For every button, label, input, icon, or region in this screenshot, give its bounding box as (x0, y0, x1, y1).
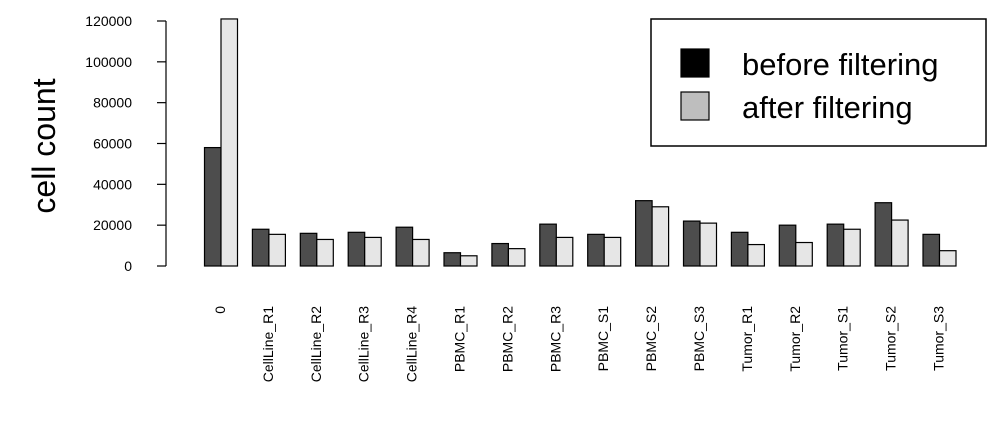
legend-label-before: before filtering (742, 47, 938, 82)
x-tick-label: Tumor_S2 (883, 306, 899, 371)
y-tick-label: 40000 (93, 176, 132, 192)
x-tick-label: PBMC_R2 (499, 306, 515, 372)
y-tick-label: 80000 (93, 95, 132, 111)
x-tick-label: CellLine_R1 (260, 306, 276, 382)
bar-after-Tumor_R1 (747, 243, 766, 267)
x-tick-label: CellLine_R2 (308, 306, 324, 382)
y-tick-label: 100000 (85, 54, 132, 70)
x-tick-label: Tumor_S3 (931, 306, 947, 371)
bar-after-CellLine_R2 (316, 238, 334, 267)
bar-after-Tumor_S1 (843, 228, 861, 267)
y-tick-label: 120000 (85, 13, 132, 29)
legend: before filtering after filtering (650, 18, 987, 147)
bar-after-PBMC_S3 (699, 222, 718, 267)
bar-after-PBMC_S2 (651, 206, 670, 267)
x-tick-label: Tumor_R1 (739, 306, 755, 372)
x-tick-label: CellLine_R4 (404, 306, 420, 382)
bar-before-PBMC_R1 (443, 252, 462, 267)
bar-after-Tumor_R2 (795, 241, 813, 267)
bar-before-Tumor_S2 (874, 202, 893, 267)
x-tick-label: Tumor_S1 (835, 306, 851, 371)
legend-box (650, 18, 987, 147)
bar-after-CellLine_R3 (364, 236, 382, 267)
bar-before-PBMC_S2 (634, 200, 653, 267)
x-tick-label: PBMC_S1 (595, 306, 611, 372)
bar-before-CellLine_R4 (395, 226, 414, 267)
bar-before-CellLine_R1 (251, 228, 270, 267)
y-axis-title: cell count (26, 78, 62, 213)
bar-before-PBMC_S1 (587, 233, 605, 267)
y-tick-label: 60000 (93, 136, 132, 152)
legend-swatch-before (680, 48, 710, 78)
legend-swatch-after (680, 91, 710, 121)
bar-before-Tumor_R2 (778, 224, 797, 267)
bar-before-CellLine_R3 (347, 231, 366, 267)
x-tick-label: PBMC_R1 (452, 306, 468, 372)
x-tick-label: 0 (212, 306, 228, 314)
bar-before-Tumor_S3 (922, 233, 941, 267)
bar-after-PBMC_R1 (459, 255, 478, 267)
bar-after-PBMC_S1 (603, 236, 622, 267)
bar-before-Tumor_R1 (730, 231, 749, 267)
y-tick-label: 20000 (93, 217, 132, 233)
x-tick-label: PBMC_S2 (643, 306, 659, 372)
bar-before-0 (203, 146, 222, 267)
bars (203, 18, 957, 267)
bar-after-CellLine_R1 (268, 233, 286, 267)
bar-after-PBMC_R2 (507, 248, 526, 267)
y-tick-label: 0 (124, 258, 132, 274)
x-tick-label: CellLine_R3 (356, 306, 372, 382)
x-tick-label: Tumor_R2 (787, 306, 803, 372)
bar-after-0 (220, 18, 239, 267)
bar-before-PBMC_S3 (682, 220, 701, 267)
bar-before-Tumor_S1 (826, 223, 845, 267)
bar-before-PBMC_R3 (539, 223, 557, 267)
bar-after-CellLine_R4 (412, 238, 430, 267)
bar-after-PBMC_R3 (555, 236, 574, 267)
x-axis-labels: 0 CellLine_R1 CellLine_R2 CellLine_R3 CellLi… (212, 306, 947, 382)
x-tick-label: PBMC_R3 (547, 306, 563, 372)
bar-before-PBMC_R2 (491, 242, 509, 267)
bar-before-CellLine_R2 (299, 232, 318, 267)
y-axis: 0 20000 40000 60000 80000 100000 120000 (85, 13, 167, 274)
x-tick-label: PBMC_S3 (691, 306, 707, 372)
bar-after-Tumor_S3 (938, 250, 957, 267)
legend-label-after: after filtering (742, 90, 913, 125)
bar-after-Tumor_S2 (890, 219, 909, 267)
